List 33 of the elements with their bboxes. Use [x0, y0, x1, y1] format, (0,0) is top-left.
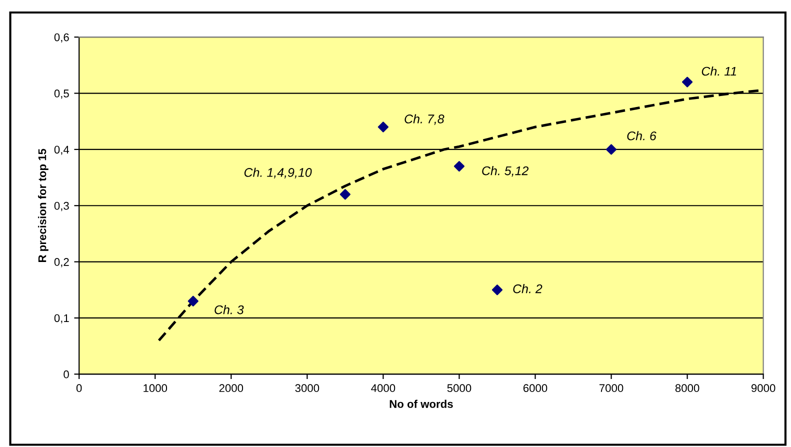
- annotation: Ch. 6: [627, 131, 656, 140]
- y-tick-label: 0,1: [54, 314, 69, 324]
- x-tick-label: 5000: [447, 384, 472, 392]
- annotation: Ch. 2: [513, 284, 542, 294]
- point: [682, 76, 693, 88]
- y-tick-label: 0,4: [54, 146, 70, 155]
- annotation: Ch. 5,12: [482, 166, 529, 177]
- x-tick-label: 1000: [144, 384, 168, 392]
- point: [454, 160, 465, 172]
- x-tick-label: 3000: [295, 384, 320, 392]
- x-tick-label: 0: [76, 384, 82, 392]
- point: [188, 296, 198, 306]
- y-tick-label: 0,5: [54, 90, 69, 99]
- annotation: Ch. 1,4,9,10: [244, 168, 312, 178]
- point: [378, 122, 388, 132]
- annotation: Ch. 3: [214, 305, 244, 314]
- annotation: Ch. 11: [702, 66, 736, 76]
- y-tick-label: 0,2: [54, 258, 69, 268]
- point: [492, 284, 503, 296]
- y-tick-label: 0,6: [54, 33, 69, 43]
- x-tick-label: 8000: [675, 384, 700, 392]
- point: [340, 189, 350, 200]
- y-axis-title: R precision for top 15: [38, 148, 48, 262]
- point: [606, 144, 617, 155]
- x-tick-label: 9000: [751, 384, 776, 392]
- x-tick-label: 7000: [599, 384, 624, 392]
- y-tick-label: 0,3: [54, 202, 69, 212]
- x-axis-title: No of words: [390, 400, 453, 408]
- y-tick-label: 0: [64, 370, 69, 378]
- annotation: Ch. 7,8: [404, 114, 444, 125]
- x-tick-label: 6000: [523, 384, 548, 392]
- x-tick-label: 4000: [371, 384, 396, 392]
- x-tick-label: 2000: [219, 384, 244, 392]
